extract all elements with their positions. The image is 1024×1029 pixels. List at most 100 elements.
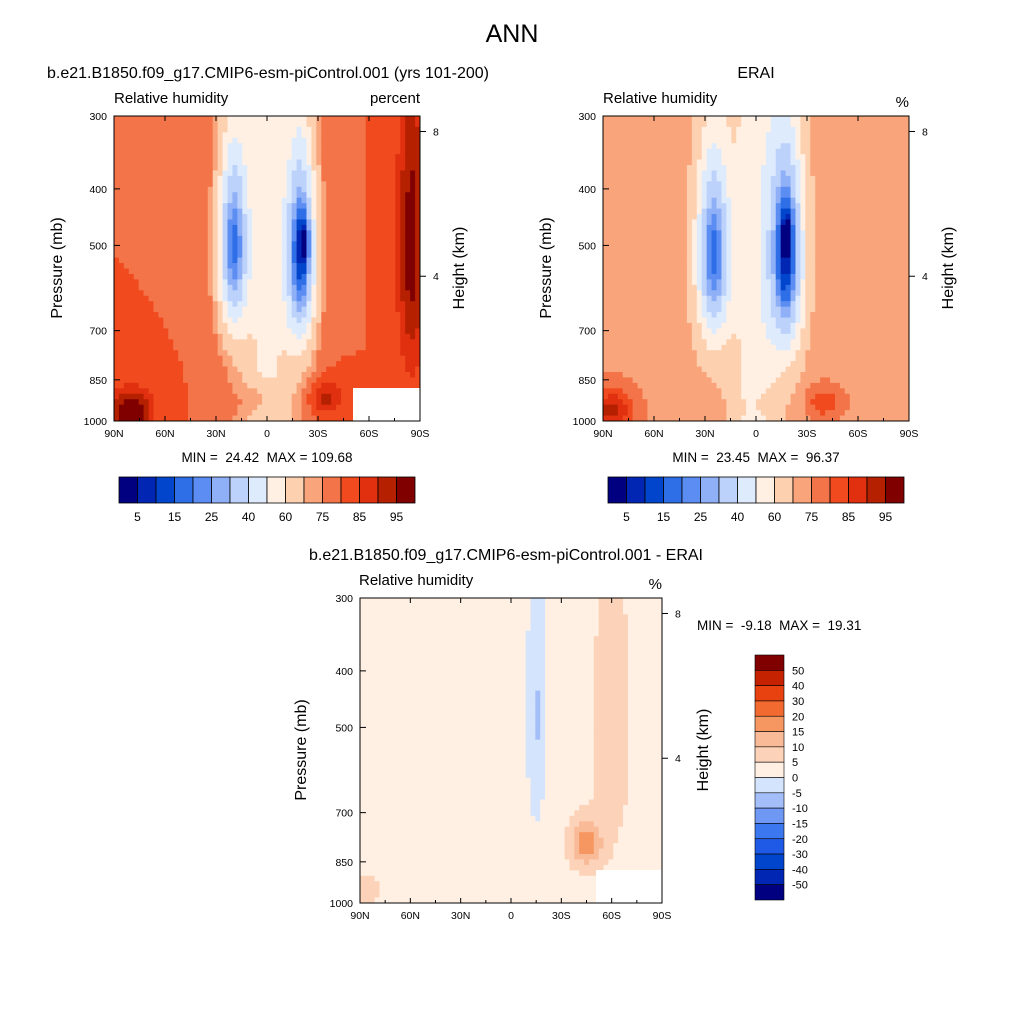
contour-cell xyxy=(188,356,194,362)
contour-cell xyxy=(163,219,169,225)
contour-cell xyxy=(361,138,367,144)
contour-cell xyxy=(316,367,322,373)
contour-cell xyxy=(326,377,332,383)
contour-cell xyxy=(163,372,169,378)
contour-cell xyxy=(603,138,609,144)
contour-cell xyxy=(287,399,293,405)
contour-cell xyxy=(390,258,396,264)
contour-cell xyxy=(667,203,673,209)
contour-cell xyxy=(672,176,678,182)
contour-cell xyxy=(282,143,288,149)
contour-cell xyxy=(232,252,238,258)
contour-cell xyxy=(726,296,732,302)
contour-cell xyxy=(168,323,174,329)
contour-cell xyxy=(707,149,713,155)
contour-cell xyxy=(356,187,362,193)
contour-cell xyxy=(326,263,332,269)
contour-cell xyxy=(712,160,718,166)
contour-cell xyxy=(198,149,204,155)
contour-cell xyxy=(346,252,352,258)
contour-cell xyxy=(677,296,683,302)
contour-cell xyxy=(134,121,140,127)
contour-cell xyxy=(361,279,367,285)
contour-cell xyxy=(247,318,253,324)
contour-cell xyxy=(361,198,367,204)
contour-cell xyxy=(213,181,219,187)
contour-cell xyxy=(267,187,273,193)
contour-cell xyxy=(376,377,382,383)
contour-cell xyxy=(173,121,179,127)
contour-cell xyxy=(124,127,130,133)
contour-cell xyxy=(721,377,727,383)
contour-cell xyxy=(306,165,312,171)
contour-cell xyxy=(682,225,688,231)
contour-cell xyxy=(618,116,624,122)
contour-cell xyxy=(124,165,130,171)
contour-cell xyxy=(371,367,377,373)
contour-cell xyxy=(618,192,624,198)
contour-cell xyxy=(697,258,703,264)
contour-cell xyxy=(277,377,283,383)
contour-cell xyxy=(697,269,703,275)
contour-cell xyxy=(247,388,253,394)
contour-cell xyxy=(331,116,337,122)
contour-cell xyxy=(618,203,624,209)
contour-cell xyxy=(218,230,224,236)
contour-cell xyxy=(237,361,243,367)
contour-cell xyxy=(149,143,155,149)
contour-cell xyxy=(193,394,199,400)
contour-cell xyxy=(247,307,253,313)
contour-cell xyxy=(642,345,648,351)
contour-cell xyxy=(717,187,723,193)
contour-cell xyxy=(613,127,619,133)
contour-cell xyxy=(687,328,693,334)
contour-cell xyxy=(163,165,169,171)
contour-cell xyxy=(242,361,248,367)
contour-cell xyxy=(721,410,727,416)
contour-cell xyxy=(237,225,243,231)
contour-cell xyxy=(242,318,248,324)
contour-cell xyxy=(124,247,130,253)
contour-cell xyxy=(667,328,673,334)
contour-cell xyxy=(346,209,352,215)
contour-cell xyxy=(336,192,342,198)
contour-cell xyxy=(124,345,130,351)
contour-cell xyxy=(262,219,268,225)
contour-cell xyxy=(633,258,639,264)
contour-cell xyxy=(228,367,234,373)
contour-cell xyxy=(331,252,337,258)
contour-cell xyxy=(134,328,140,334)
contour-cell xyxy=(144,198,150,204)
contour-cell xyxy=(366,258,372,264)
contour-cell xyxy=(282,247,288,253)
contour-cell xyxy=(351,296,357,302)
contour-cell xyxy=(721,149,727,155)
contour-cell xyxy=(672,388,678,394)
contour-cell xyxy=(203,121,209,127)
contour-cell xyxy=(178,350,184,356)
contour-cell xyxy=(623,350,629,356)
contour-cell xyxy=(356,198,362,204)
contour-cell xyxy=(262,361,268,367)
contour-cell xyxy=(316,252,322,258)
contour-cell xyxy=(405,160,411,166)
contour-cell xyxy=(336,258,342,264)
contour-cell xyxy=(371,334,377,340)
contour-cell xyxy=(267,170,273,176)
contour-cell xyxy=(272,410,278,416)
contour-cell xyxy=(707,258,713,264)
contour-cell xyxy=(662,170,668,176)
contour-cell xyxy=(302,405,308,411)
contour-cell xyxy=(633,334,639,340)
contour-cell xyxy=(124,241,130,247)
contour-cell xyxy=(267,252,273,258)
contour-cell xyxy=(376,236,382,242)
contour-cell xyxy=(198,269,204,275)
contour-cell xyxy=(697,307,703,313)
contour-cell xyxy=(292,285,298,291)
contour-cell xyxy=(366,149,372,155)
contour-cell xyxy=(297,230,303,236)
contour-cell xyxy=(390,290,396,296)
contour-cell xyxy=(149,399,155,405)
contour-cell xyxy=(316,296,322,302)
